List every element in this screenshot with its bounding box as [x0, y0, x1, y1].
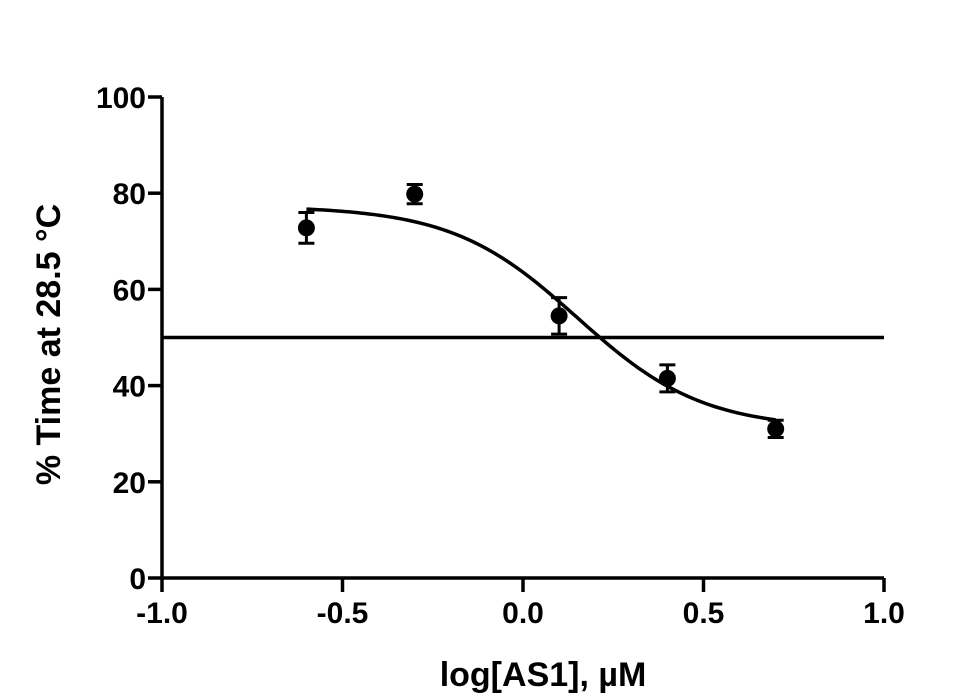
x-axis-title: log[AS1], µM [440, 656, 647, 694]
y-tick-label: 0 [129, 563, 146, 596]
y-tick-label: 40 [113, 371, 146, 404]
data-point [550, 307, 568, 325]
y-axis-title: % Time at 28.5 °C [30, 204, 68, 485]
x-tick-label: -0.5 [317, 597, 369, 630]
y-tick-label: 100 [96, 82, 146, 115]
x-tick-label: 1.0 [863, 597, 905, 630]
data-point [767, 420, 785, 438]
x-tick-label: 0.5 [683, 597, 725, 630]
tick-labels: 0 20 40 60 80 100 -1.0 -0.5 0.0 0.5 1.0 [96, 82, 905, 630]
ticks [148, 95, 886, 592]
data-point [406, 185, 424, 203]
data-point [297, 219, 315, 237]
fit-curve [306, 207, 776, 422]
x-tick-label: 0.0 [502, 597, 544, 630]
data-points-layer [297, 183, 785, 440]
data-point [658, 369, 676, 387]
y-tick-label: 80 [113, 178, 146, 211]
x-tick-label: -1.0 [136, 597, 188, 630]
y-tick-label: 20 [113, 467, 146, 500]
y-tick-label: 60 [113, 274, 146, 307]
fit-curve-layer [306, 207, 776, 422]
